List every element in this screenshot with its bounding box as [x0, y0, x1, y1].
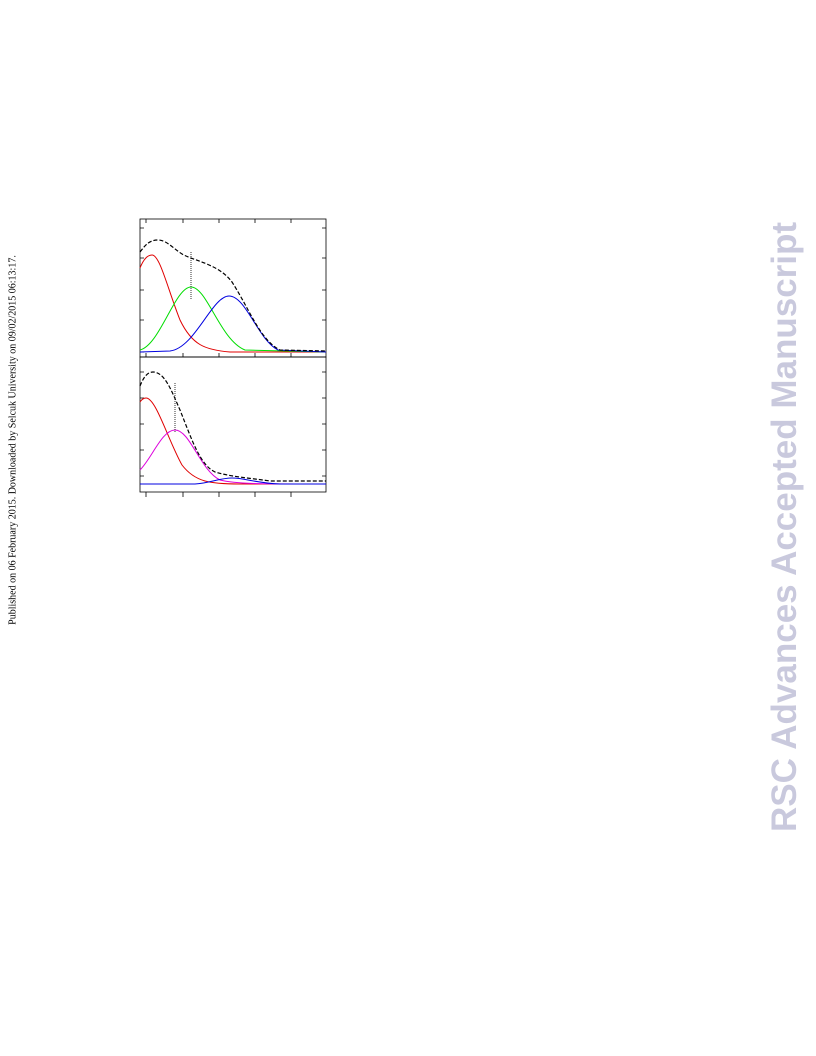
curve-red: [139, 254, 326, 353]
curve-red: [139, 397, 326, 485]
curve-magenta: [139, 429, 327, 485]
curve-blue: [139, 295, 327, 353]
curve-green: [139, 286, 327, 353]
curve-sum: [139, 239, 327, 352]
curve-sum: [139, 371, 326, 482]
curve-blue: [140, 477, 326, 485]
frames: [139, 218, 327, 497]
